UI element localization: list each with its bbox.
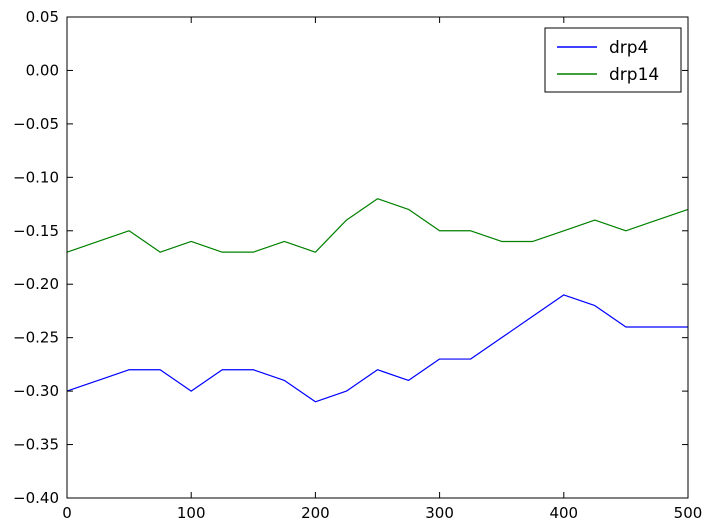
x-tick-label: 100 (177, 504, 206, 522)
y-tick-label: 0.05 (26, 8, 59, 26)
legend: drp4 drp14 (544, 27, 682, 93)
axes-frame (66, 16, 689, 499)
y-tick-label: −0.20 (13, 275, 59, 293)
x-tick-label: 500 (674, 504, 703, 522)
y-tick-label: −0.30 (13, 382, 59, 400)
legend-box (544, 27, 682, 93)
series-layer (66, 198, 689, 403)
legend-label-drp14: drp14 (609, 65, 659, 85)
y-tick-label: 0.00 (26, 61, 59, 79)
y-tick-label: −0.05 (13, 115, 59, 133)
ticks-layer: 0 100 200 300 400 500 0.05 0.00 −0.05 −0.10 −0.15 −… (13, 8, 702, 522)
x-tick-label: 400 (549, 504, 578, 522)
legend-label-drp4: drp4 (609, 38, 648, 58)
series-line-drp4 (66, 294, 688, 403)
y-tick-label: −0.10 (13, 168, 59, 186)
y-tick-label: −0.35 (13, 436, 59, 454)
y-tick-label: −0.40 (13, 489, 59, 507)
x-tick-label: 300 (425, 504, 454, 522)
y-tick-label: −0.15 (13, 222, 59, 240)
series-line-drp14 (66, 198, 689, 253)
x-tick-label: 200 (301, 504, 330, 522)
x-tick-label: 0 (62, 504, 72, 522)
y-tick-label: −0.25 (13, 329, 59, 347)
